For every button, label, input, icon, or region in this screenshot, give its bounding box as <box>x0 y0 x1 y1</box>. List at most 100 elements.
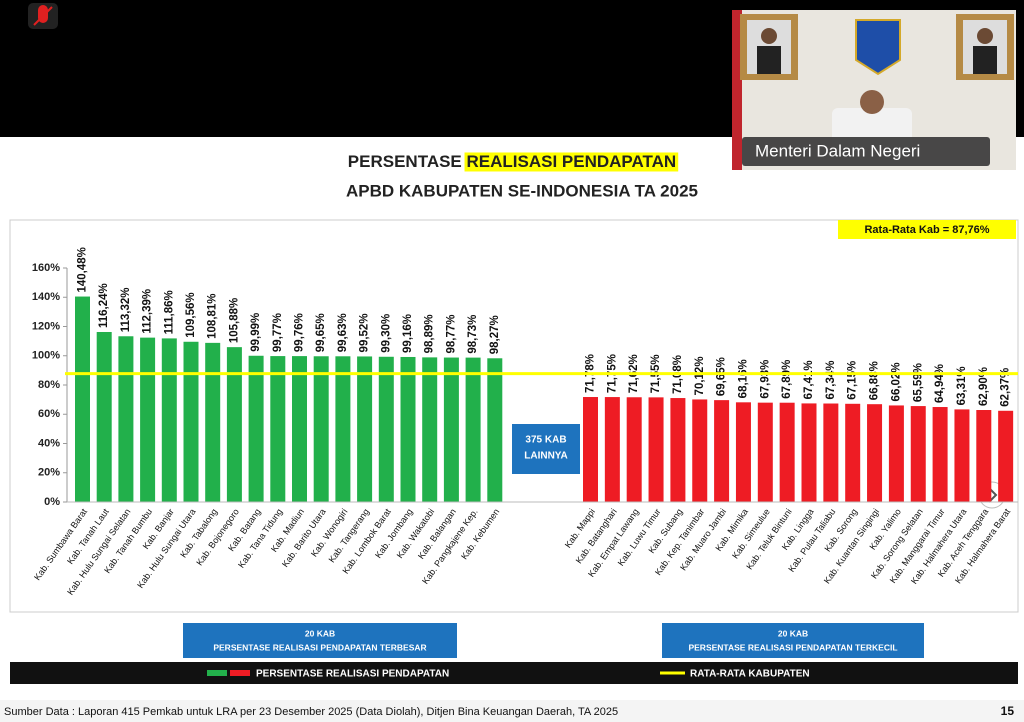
group-caption-box <box>183 623 457 658</box>
value-label: 99,30% <box>380 314 392 353</box>
bar <box>735 402 751 502</box>
bar <box>357 356 373 502</box>
bar <box>626 397 642 502</box>
page-number: 15 <box>1001 704 1015 718</box>
title-highlight: REALISASI PENDAPATAN <box>467 152 677 171</box>
bar <box>335 356 351 502</box>
bar <box>714 400 730 502</box>
value-label: 65,59% <box>912 363 924 402</box>
bar <box>75 296 90 502</box>
plot-frame <box>9 219 1019 613</box>
average-label-box <box>838 220 1016 239</box>
value-label: 67,34% <box>825 360 837 399</box>
bar <box>248 355 264 502</box>
value-label: 68,16% <box>737 359 749 398</box>
value-label: 67,41% <box>803 360 815 399</box>
value-label: 98,77% <box>445 315 457 354</box>
chart-title: PERSENTASE REALISASI PENDAPATAN <box>348 152 676 171</box>
group-caption-box <box>662 623 924 658</box>
value-label: 66,02% <box>890 362 902 401</box>
value-label: 99,16% <box>402 314 414 353</box>
source-note: Sumber Data : Laporan 415 Pemkab untuk L… <box>4 706 618 718</box>
value-label: 70,12% <box>694 356 706 395</box>
bar <box>801 403 817 502</box>
speaker-name: Menteri Dalam Negeri <box>755 141 920 160</box>
footer-band <box>0 700 1024 722</box>
gap-label: LAINNYA <box>524 451 568 462</box>
bar <box>823 403 839 502</box>
y-tick-label: 60% <box>38 408 60 420</box>
next-arrow <box>988 487 998 503</box>
legend-swatch <box>230 670 250 676</box>
y-tick-label: 160% <box>32 262 60 274</box>
value-label: 98,89% <box>424 314 436 353</box>
value-label: 63,31% <box>956 366 968 405</box>
bar <box>910 406 926 502</box>
bar <box>487 358 503 502</box>
gap-label: 375 KAB <box>525 435 566 446</box>
value-label: 64,94% <box>934 364 946 403</box>
value-label: 98,73% <box>467 315 479 354</box>
bar <box>932 407 948 502</box>
legend-swatch <box>207 670 227 676</box>
bar <box>867 404 883 502</box>
value-label: 62,90% <box>978 367 990 406</box>
value-label: 99,76% <box>294 313 306 352</box>
bar <box>140 337 156 502</box>
bar <box>845 403 861 502</box>
value-label: 98,27% <box>489 315 501 354</box>
bar <box>757 402 773 502</box>
gap-box <box>512 424 580 474</box>
value-label: 105,88% <box>228 298 240 343</box>
legend-band <box>10 662 1018 684</box>
bar <box>954 409 970 502</box>
title-prefix: PERSENTASE <box>348 152 462 171</box>
value-label: 99,77% <box>272 313 284 352</box>
bar <box>443 357 459 502</box>
bar <box>205 342 221 502</box>
group-caption: 20 KAB <box>305 628 335 638</box>
chart-subtitle: APBD KABUPATEN SE-INDONESIA TA 2025 <box>346 181 698 200</box>
bar <box>378 356 394 502</box>
value-label: 112,39% <box>142 289 154 334</box>
bar <box>292 356 307 502</box>
bar <box>976 410 992 502</box>
value-label: 67,89% <box>781 360 793 399</box>
bar <box>400 356 416 502</box>
y-tick-label: 140% <box>32 291 60 303</box>
mic-off-icon[interactable] <box>28 3 58 29</box>
y-tick-label: 100% <box>32 350 60 362</box>
value-label: 140,48% <box>77 247 89 292</box>
bar <box>226 347 242 502</box>
value-label: 62,37% <box>1000 368 1012 407</box>
title-highlight-box <box>464 152 679 172</box>
bar <box>161 338 177 502</box>
legend-label: RATA-RATA KABUPATEN <box>690 669 810 680</box>
value-label: 99,63% <box>337 313 349 352</box>
y-tick-label: 0% <box>44 496 60 508</box>
value-label: 116,24% <box>98 283 110 328</box>
value-label: 69,65% <box>716 357 728 396</box>
group-caption: PERSENTASE REALISASI PENDAPATAN TERBESAR <box>213 642 426 652</box>
bar <box>583 397 598 502</box>
legend-label: PERSENTASE REALISASI PENDAPATAN <box>256 669 449 680</box>
value-label: 99,52% <box>359 313 371 352</box>
value-label: 67,15% <box>847 361 859 400</box>
y-tick-label: 80% <box>38 379 60 391</box>
value-label: 109,56% <box>185 292 197 337</box>
value-label: 113,32% <box>120 288 132 333</box>
bar <box>998 410 1014 502</box>
bar <box>779 402 795 502</box>
y-tick-label: 40% <box>38 437 60 449</box>
video-tile[interactable]: Menteri Dalam Negeri <box>732 10 1016 170</box>
bar <box>118 336 134 502</box>
bar <box>648 397 664 502</box>
y-tick-label: 120% <box>32 320 60 332</box>
value-label: 67,93% <box>759 360 771 399</box>
bar <box>422 357 438 502</box>
bar <box>604 397 620 502</box>
value-label: 108,81% <box>207 293 219 338</box>
group-caption: PERSENTASE REALISASI PENDAPATAN TERKECIL <box>688 642 897 652</box>
